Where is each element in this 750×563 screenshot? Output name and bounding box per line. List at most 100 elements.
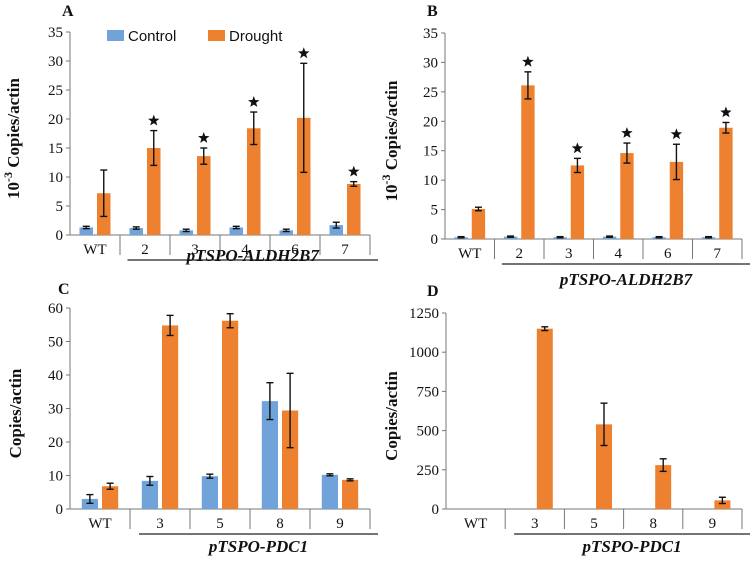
control-bar	[79, 227, 93, 235]
x-tick-label: 5	[590, 516, 598, 532]
y-tick-label: 25	[423, 85, 438, 101]
control-bar	[141, 480, 158, 509]
drought-bar	[570, 165, 585, 239]
control-bar	[129, 228, 143, 235]
drought-bar	[162, 325, 179, 509]
significance-star-icon	[298, 47, 310, 59]
y-tick-label: 40	[48, 368, 63, 384]
x-tick-label: 2	[141, 242, 149, 258]
significance-star-icon	[522, 55, 534, 67]
drought-bar	[655, 465, 672, 509]
significance-star-icon	[720, 106, 732, 118]
x-tick-label: 5	[216, 516, 224, 532]
y-tick-label: 25	[48, 83, 63, 99]
x-tick-label: 4	[615, 246, 623, 262]
panel-letter: B	[427, 3, 438, 20]
significance-star-icon	[248, 96, 260, 107]
y-tick-label: 0	[431, 232, 439, 248]
y-axis-label-base: Copies/actin	[382, 371, 401, 461]
drought-bar	[596, 424, 612, 509]
control-bar	[279, 230, 293, 235]
y-tick-label: 30	[48, 54, 63, 70]
group-label: pTSPO-ALDH2B7	[558, 270, 694, 289]
group-label: pTSPO-PDC1	[207, 537, 308, 556]
y-tick-label: 750	[417, 384, 440, 400]
y-tick-label: 20	[48, 435, 63, 451]
control-bar	[201, 476, 218, 509]
y-tick-label: 20	[48, 112, 63, 128]
x-tick-label: 8	[276, 516, 284, 532]
drought-bar	[282, 410, 299, 509]
y-tick-label: 1250	[409, 306, 439, 322]
drought-bar	[521, 85, 535, 239]
drought-bar	[471, 208, 486, 239]
y-axis-label: Copies/actin	[6, 368, 25, 458]
panel-letter: C	[58, 281, 70, 298]
control-bar	[179, 230, 193, 235]
control-bar	[321, 474, 338, 509]
y-axis-label: 10-3 Copies/actin	[1, 77, 23, 199]
x-tick-label: 3	[531, 516, 539, 532]
x-tick-label: 3	[565, 246, 573, 262]
y-axis-label-unit: Copies/actin	[382, 80, 401, 175]
x-tick-label: 6	[291, 242, 299, 258]
x-tick-label: 4	[241, 242, 249, 258]
y-tick-label: 500	[417, 424, 440, 440]
legend: Control Drought	[107, 28, 283, 45]
drought-bar	[247, 128, 261, 235]
x-tick-label: WT	[458, 246, 481, 262]
y-tick-label: 20	[423, 114, 438, 130]
y-tick-label: 50	[48, 335, 63, 351]
drought-bar	[536, 328, 553, 509]
y-tick-label: 0	[56, 228, 64, 244]
legend-control-swatch	[107, 30, 124, 41]
x-tick-label: WT	[83, 242, 106, 258]
significance-star-icon	[348, 165, 360, 177]
drought-bar	[102, 486, 119, 509]
y-tick-label: 35	[423, 26, 438, 42]
x-tick-label: 9	[336, 516, 344, 532]
y-tick-label: 30	[48, 402, 63, 418]
x-tick-label: WT	[88, 516, 111, 532]
group-label: pTSPO-PDC1	[580, 537, 681, 556]
x-tick-label: 7	[341, 242, 349, 258]
y-tick-label: 10	[48, 469, 63, 485]
y-tick-label: 0	[432, 502, 440, 518]
y-axis-label-base: 10	[382, 184, 401, 201]
y-tick-label: 30	[423, 55, 438, 71]
control-bar	[261, 401, 278, 509]
y-tick-label: 35	[48, 25, 63, 41]
drought-bar	[347, 183, 361, 235]
drought-bar	[222, 320, 239, 509]
x-tick-label: WT	[464, 516, 487, 532]
control-bar	[329, 225, 343, 235]
drought-bar	[197, 156, 211, 235]
significance-star-icon	[198, 132, 210, 143]
x-tick-label: 6	[664, 246, 672, 262]
panel-letter: A	[62, 3, 74, 20]
significance-star-icon	[571, 142, 584, 154]
panel-letter: D	[427, 283, 439, 300]
y-axis-label-unit: Copies/actin	[4, 77, 23, 172]
legend-drought-label: Drought	[229, 28, 283, 45]
y-axis-label-exponent: -3	[1, 172, 15, 182]
y-axis-label-base: 10	[4, 182, 23, 199]
significance-star-icon	[621, 127, 633, 138]
y-tick-label: 0	[56, 502, 64, 518]
y-tick-label: 60	[48, 301, 63, 317]
y-tick-label: 10	[423, 173, 438, 189]
y-axis-label: Copies/actin	[382, 371, 401, 461]
drought-bar	[342, 479, 359, 509]
y-axis-label-exponent: -3	[379, 174, 393, 184]
x-tick-label: 9	[709, 516, 717, 532]
legend-drought-swatch	[208, 30, 225, 41]
significance-star-icon	[148, 114, 160, 126]
x-tick-label: 8	[649, 516, 657, 532]
y-axis-label-base: Copies/actin	[6, 368, 25, 458]
y-tick-label: 250	[417, 463, 440, 479]
drought-bar	[714, 500, 731, 509]
y-tick-label: 1000	[409, 345, 439, 361]
